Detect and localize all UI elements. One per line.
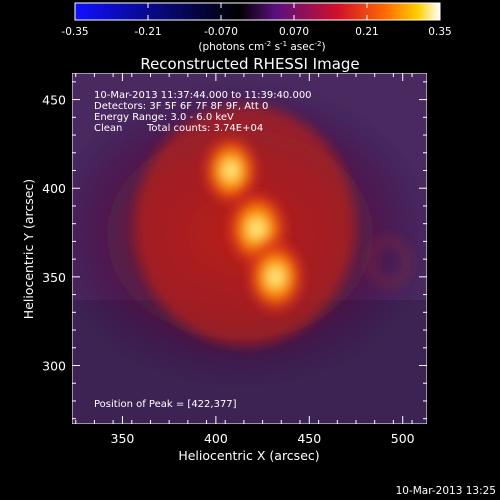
annotation-energy: Energy Range: 3.0 - 6.0 keV (94, 112, 234, 123)
colorbar-tick-label: -0.21 (134, 26, 161, 38)
x-tick-label: 400 (204, 431, 228, 446)
x-tick-label: 450 (297, 431, 321, 446)
flare-source (245, 237, 307, 316)
colorbar: -0.35 -0.21 -0.070 0.070 0.21 0.35 (photons c… (61, 2, 452, 53)
chart-title: Reconstructed RHESSI Image (140, 55, 359, 73)
colorbar-tick-label: 0.070 (279, 26, 309, 38)
annotation-peak: Position of Peak = [422,377] (94, 399, 237, 410)
flare-sources (201, 133, 307, 316)
axes: 350 400 450 500 300 350 400 450 (42, 73, 427, 446)
annotation-detectors: Detectors: 3F 5F 6F 7F 8F 9F, Att 0 (94, 101, 268, 112)
colorbar-gradient (74, 2, 441, 21)
y-tick-label: 400 (42, 181, 66, 196)
x-axis-label: Heliocentric X (arcsec) (178, 448, 319, 463)
colorbar-tick-label: -0.35 (61, 26, 88, 38)
background-ring (368, 237, 410, 287)
colorbar-tick-label: 0.35 (428, 26, 451, 38)
colorbar-tick-label: -0.070 (204, 26, 238, 38)
y-axis-label: Heliocentric Y (arcsec) (21, 179, 36, 319)
y-tick-label: 300 (42, 359, 66, 374)
x-tick-label: 500 (391, 431, 415, 446)
flare-source (201, 133, 261, 208)
colorbar-tick-label: 0.21 (355, 26, 378, 38)
y-tick-label: 450 (42, 93, 66, 108)
annotation-clean: Clean (94, 123, 122, 134)
annotation-counts: Total counts: 3.74E+04 (146, 123, 263, 134)
x-tick-label: 350 (111, 431, 135, 446)
colorbar-unit-label: (photons cm-2 s-1 asec-2) (198, 40, 325, 53)
footer-timestamp: 10-Mar-2013 13:25 (396, 485, 496, 497)
colorbar-ticks: -0.35 -0.21 -0.070 0.070 0.21 0.35 (61, 3, 452, 38)
annotations: 10-Mar-2013 11:37:44.000 to 11:39:40.000… (94, 90, 312, 410)
annotation-time: 10-Mar-2013 11:37:44.000 to 11:39:40.000 (94, 90, 312, 101)
y-tick-label: 350 (42, 270, 66, 285)
heatmap-image (72, 73, 427, 424)
